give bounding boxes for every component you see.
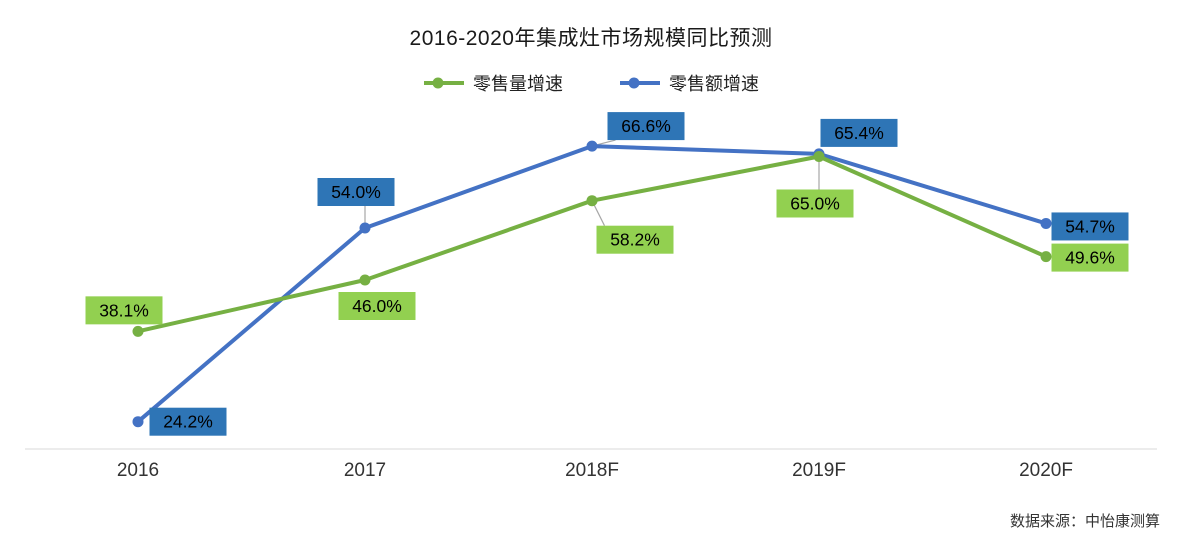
- legend-item-0: 零售量增速: [423, 70, 563, 96]
- data-label: 54.7%: [1065, 216, 1115, 236]
- data-label-box: [317, 178, 395, 206]
- data-label-box: [607, 112, 685, 141]
- x-tick-label: 2019F: [792, 460, 846, 481]
- source-note: 数据来源：中怡康测算: [1009, 513, 1160, 530]
- data-label-box: [1051, 243, 1129, 272]
- x-tick-label: 2020F: [1019, 460, 1073, 481]
- data-point: [586, 140, 598, 152]
- data-point: [586, 195, 598, 207]
- legend-label: 零售量增速: [473, 74, 563, 94]
- legend-label: 零售额增速: [669, 74, 759, 94]
- data-label-box: [85, 296, 163, 325]
- data-label: 65.4%: [834, 123, 884, 143]
- data-label: 38.1%: [99, 300, 149, 320]
- legend-marker-icon: [424, 77, 464, 89]
- x-tick-label: 2016: [117, 460, 159, 481]
- data-label: 49.6%: [1065, 248, 1115, 268]
- data-label: 66.6%: [621, 116, 671, 136]
- data-label: 24.2%: [163, 412, 213, 432]
- data-label: 58.2%: [610, 230, 660, 250]
- legend-item-1: 零售额增速: [619, 70, 759, 96]
- data-label-box: [1051, 212, 1129, 241]
- data-point: [1040, 217, 1052, 229]
- data-label: 65.0%: [790, 194, 840, 214]
- data-point: [359, 274, 371, 286]
- data-label-box: [776, 189, 854, 218]
- data-point: [132, 416, 144, 428]
- x-tick-label: 2017: [344, 460, 386, 481]
- data-label-box: [820, 118, 898, 147]
- data-label-box: [338, 292, 416, 320]
- data-point: [132, 325, 144, 337]
- chart-title: 2016-2020年集成灶市场规模同比预测: [409, 27, 773, 50]
- data-label: 54.0%: [331, 182, 381, 202]
- data-point: [359, 222, 371, 234]
- series-line-1: [136, 144, 1048, 424]
- x-tick-label: 2018F: [565, 460, 619, 481]
- data-label-box: [149, 407, 227, 436]
- data-label-box: [596, 225, 674, 254]
- data-label: 46.0%: [352, 296, 402, 316]
- legend-marker-icon: [620, 77, 660, 89]
- data-point: [813, 151, 825, 162]
- legend: 零售量增速 零售额增速: [0, 70, 1182, 96]
- data-point: [1040, 251, 1052, 263]
